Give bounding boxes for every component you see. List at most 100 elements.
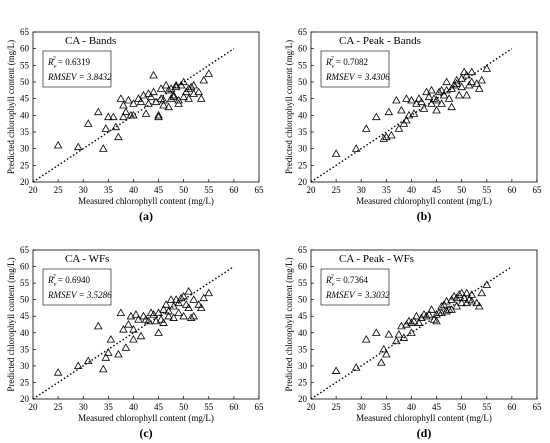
data-point <box>149 87 158 96</box>
y-tick-label: 30 <box>20 144 30 154</box>
data-point <box>409 109 419 117</box>
data-point <box>392 336 401 345</box>
data-point <box>184 303 193 312</box>
data-point <box>83 356 93 365</box>
x-axis-label: Measured chlorophyll content (mg/L) <box>78 413 214 423</box>
y-tick-label: 40 <box>20 328 30 338</box>
plot-frame <box>32 31 260 183</box>
data-point <box>154 110 163 119</box>
data-point <box>149 70 158 79</box>
data-point <box>442 85 451 94</box>
x-tick-label: 60 <box>507 185 517 195</box>
x-tick-label: 40 <box>129 185 139 195</box>
data-point <box>361 124 371 132</box>
data-point <box>144 99 153 107</box>
data-point <box>412 311 421 320</box>
x-tick-label: 25 <box>332 402 342 412</box>
data-point <box>477 75 487 84</box>
x-tick-label: 65 <box>255 402 265 412</box>
data-point <box>404 110 414 119</box>
data-point <box>126 311 136 320</box>
data-point <box>116 94 126 102</box>
data-point <box>184 94 193 102</box>
data-point <box>179 92 188 101</box>
data-point <box>457 82 466 91</box>
data-point <box>184 286 193 295</box>
data-point <box>459 67 469 76</box>
y-axis-label: Predicted chlorophyll content (mg/L) <box>6 40 16 174</box>
data-point <box>379 134 389 142</box>
data-point <box>437 308 446 317</box>
data-point <box>144 89 153 97</box>
data-point <box>149 310 158 318</box>
x-tick-label: 50 <box>457 402 467 412</box>
x-tick-label: 25 <box>54 402 64 412</box>
data-point <box>417 97 426 106</box>
data-point <box>159 318 168 326</box>
panel-title: CA - WFs <box>65 253 109 265</box>
data-point <box>412 99 421 107</box>
y-tick-label: 35 <box>20 127 30 137</box>
data-point <box>474 301 484 310</box>
one-to-one-line <box>310 48 513 183</box>
y-tick-label: 40 <box>20 110 30 120</box>
x-tick-label: 30 <box>357 185 367 195</box>
x-axis-label: Measured chlorophyll content (mg/L) <box>78 196 214 206</box>
data-point <box>171 295 181 303</box>
rmsev-stat: RMSEV = 3.3032 <box>325 290 390 300</box>
one-to-one-line <box>32 48 235 183</box>
data-point <box>159 100 168 109</box>
data-point <box>371 112 381 121</box>
data-point <box>129 110 138 119</box>
rmsev-stat: RMSEV = 3.8432 <box>47 72 112 82</box>
data-point <box>331 366 341 374</box>
y-tick-label: 45 <box>20 94 30 104</box>
x-tick-label: 45 <box>432 402 442 412</box>
data-point <box>399 333 409 341</box>
data-point <box>442 306 451 315</box>
y-tick-label: 30 <box>298 144 308 154</box>
data-point <box>101 124 111 132</box>
data-point <box>53 140 63 149</box>
data-point <box>53 368 63 376</box>
x-tick-label: 55 <box>482 402 492 412</box>
data-point <box>186 82 196 91</box>
x-tick-label: 40 <box>407 185 417 195</box>
x-tick-label: 30 <box>79 185 89 195</box>
data-point <box>154 328 163 336</box>
data-point <box>454 290 464 298</box>
data-point <box>457 288 466 297</box>
y-tick-label: 50 <box>298 77 308 87</box>
stats-box <box>42 268 112 306</box>
data-point <box>159 305 168 313</box>
data-point <box>444 94 454 102</box>
y-tick-label: 30 <box>298 361 308 371</box>
data-point <box>414 94 424 102</box>
data-point <box>93 107 103 116</box>
x-tick-label: 45 <box>154 402 164 412</box>
data-point <box>164 306 173 315</box>
data-point <box>169 90 178 99</box>
data-point <box>384 330 394 338</box>
data-point <box>154 112 163 121</box>
data-point <box>109 112 118 121</box>
data-point <box>467 290 477 298</box>
data-point <box>136 97 146 106</box>
data-point <box>189 295 199 303</box>
x-tick-label: 65 <box>533 402 543 412</box>
data-point <box>164 311 173 320</box>
data-point <box>194 300 204 308</box>
data-point <box>104 112 113 121</box>
data-point <box>199 293 209 302</box>
y-tick-label: 35 <box>298 344 308 354</box>
y-tick-label: 65 <box>20 27 30 37</box>
data-point <box>129 334 138 343</box>
rmsev-stat: RMSEV = 3.5286 <box>47 290 112 300</box>
data-point <box>427 85 436 94</box>
data-point <box>382 132 391 141</box>
data-point <box>161 300 171 308</box>
y-tick-label: 60 <box>298 44 308 54</box>
data-point <box>159 95 168 104</box>
